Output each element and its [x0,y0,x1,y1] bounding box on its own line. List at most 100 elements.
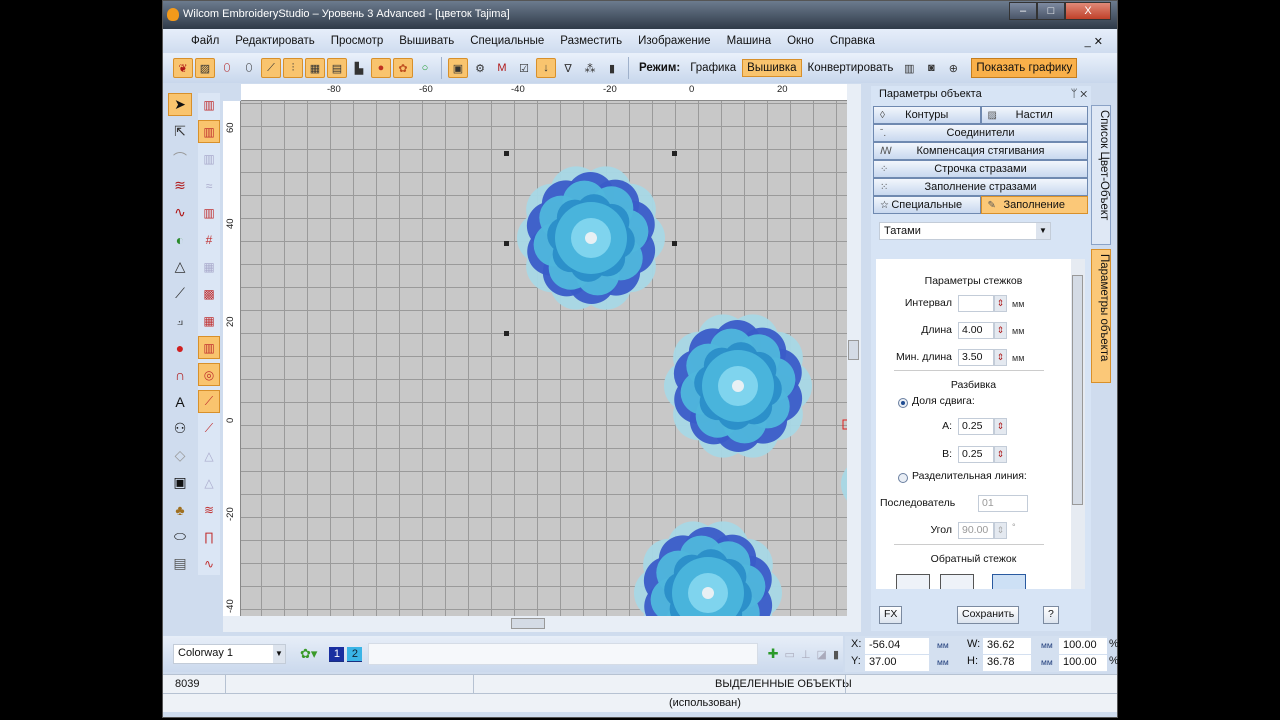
backstitch-option-3[interactable] [992,574,1026,589]
pin-close-icon[interactable]: ᛘ ✕ [1070,88,1087,100]
mode-graphics-button[interactable]: Графика [690,62,737,74]
menu-embroider[interactable]: Вышивать [399,35,455,47]
backstitch-option-2[interactable] [940,574,974,589]
stitch-type-13-icon[interactable]: ⟋ [204,421,214,435]
lettering-icon[interactable]: A [175,393,185,410]
thread-icon[interactable]: ⊥ [800,648,811,661]
curve-node-icon[interactable]: ⟓ [176,312,184,328]
ring-icon[interactable]: ○ [421,62,429,74]
stitch-type-8-icon[interactable]: ▩ [203,286,215,301]
oval-icon[interactable]: ⬭ [174,528,186,544]
maximize-button[interactable]: □ [1037,2,1065,20]
angle-input[interactable]: 90.00 [958,522,994,539]
menu-file[interactable]: Файл [191,35,220,47]
tab-rhinestone-run[interactable]: ⁘ Строчка стразами [873,160,1088,178]
flower[interactable] [664,314,812,458]
y-input[interactable]: 37.00 [865,655,929,671]
split-line-radio[interactable] [898,473,908,483]
globe-icon[interactable]: ⊕ [948,62,958,75]
select-arrow-icon[interactable]: ➤ [168,93,192,116]
minimize-button[interactable]: – [1009,2,1037,20]
menu-view[interactable]: Просмотр [330,35,384,47]
interval-spinner[interactable]: ⇕ [994,295,1007,312]
grid-icon[interactable]: ▦ [305,58,325,78]
flower-icon[interactable]: ✿ [393,58,413,78]
people-icon[interactable]: ⚇ [173,420,187,436]
shape-node-icon[interactable]: △ [174,258,186,274]
save-button[interactable]: Сохранить [957,606,1020,624]
offset-fraction-radio[interactable] [898,398,908,408]
length-input[interactable]: 4.00 [958,322,994,339]
ball-icon[interactable]: ● [371,58,391,78]
satin-tool-icon[interactable]: ▨ [195,58,215,78]
align-icon[interactable]: ▤ [173,555,187,571]
add-color-icon[interactable]: ✚ [767,646,779,661]
table-icon[interactable]: ▤ [327,58,347,78]
b-input[interactable]: 0.25 [958,446,994,463]
horseshoe-icon[interactable]: ∩ [174,366,186,383]
x-input[interactable]: -56.04 [865,638,929,654]
height-percent-input[interactable]: 100.00 [1059,655,1107,671]
help-button[interactable]: ? [1043,606,1059,624]
interval-input[interactable] [958,295,994,312]
tab-special[interactable]: ☆ Специальные [873,196,981,214]
zigzag-icon[interactable]: ≋ [174,177,186,193]
selection-handle[interactable] [672,241,677,246]
stitch-type-15-icon[interactable]: △ [204,475,214,490]
tab-contours[interactable]: ◊ Контуры [873,106,981,124]
mdi-controls[interactable]: _ ✕ [1084,35,1103,48]
menu-window[interactable]: Окно [787,35,814,47]
filter-icon[interactable]: ∇ [564,62,572,75]
stitch-type-18-icon[interactable]: ∿ [203,556,215,571]
stitch-type-5-icon[interactable]: ▥ [203,205,215,220]
fx-button[interactable]: FX [879,606,903,624]
selection-handle[interactable] [504,151,509,156]
nodes-icon[interactable]: ⁂ [584,62,596,75]
frame-icon[interactable]: ▣ [448,58,468,78]
selection-handle[interactable] [504,331,509,336]
tab-color-object-list[interactable]: Список Цвет-Объект [1091,105,1111,245]
menu-edit[interactable]: Редактировать [235,35,315,47]
column-tool-icon[interactable]: ⫶ [283,58,303,78]
diamond-icon[interactable]: ◇ [174,447,186,463]
width-percent-input[interactable]: 100.00 [1059,638,1107,654]
palette-icon[interactable]: ✿▾ [300,646,318,661]
stitch-type-3-icon[interactable]: ▥ [203,151,215,166]
a-spinner[interactable]: ⇕ [994,418,1007,435]
menu-arrange[interactable]: Разместить [560,35,623,47]
outline-tool-icon[interactable]: ⬯ [245,61,253,74]
close-button[interactable]: X [1065,2,1111,20]
tab-rhinestone-fill[interactable]: ⁙ Заполнение стразами [873,178,1088,196]
circle-fill-icon[interactable]: ● [175,339,185,356]
backstitch-option-1[interactable] [896,574,930,589]
hide-icon[interactable]: ◪ [816,648,827,661]
stitch-type-6-icon[interactable]: # [205,232,213,247]
flower[interactable] [841,412,847,555]
checkbox-icon[interactable]: ☑ [519,62,529,75]
embroidery-design[interactable] [241,101,847,616]
machine-icon[interactable]: ▮ [608,62,616,75]
needle-icon[interactable]: ↓ [536,58,556,78]
fill-type-dropdown[interactable]: Татами ▼ [879,222,1051,240]
cabinet-icon[interactable]: ▥ [904,62,915,75]
color-swatch-2[interactable]: 2 [347,646,363,662]
flower-selected[interactable] [517,166,665,310]
design-canvas[interactable] [241,101,847,616]
selection-handle[interactable] [504,241,509,246]
vertical-scrollbar[interactable] [847,84,861,616]
stitch-type-7-icon[interactable]: ▦ [203,259,215,274]
b-spinner[interactable]: ⇕ [994,446,1007,463]
menu-help[interactable]: Справка [829,35,875,47]
start-point-marker[interactable] [842,419,847,430]
angle-spinner[interactable]: ⇕ [994,522,1007,539]
line-tool-icon[interactable]: ⟋ [261,58,281,78]
convert-button[interactable]: Конвертировать [807,62,894,74]
height-input[interactable]: 36.78 [983,655,1031,671]
tab-fill[interactable]: ✎ Заполнение [980,196,1088,214]
stitch-type-17-icon[interactable]: ∏ [204,529,214,544]
arc-icon[interactable]: ⌒ [173,150,187,167]
form-scrollbar[interactable] [1071,259,1085,589]
line-node-icon[interactable]: ⟋ [175,285,185,301]
fabric-icon[interactable]: ⚙ [475,62,485,75]
figure-icon[interactable]: ♣ [175,501,185,518]
